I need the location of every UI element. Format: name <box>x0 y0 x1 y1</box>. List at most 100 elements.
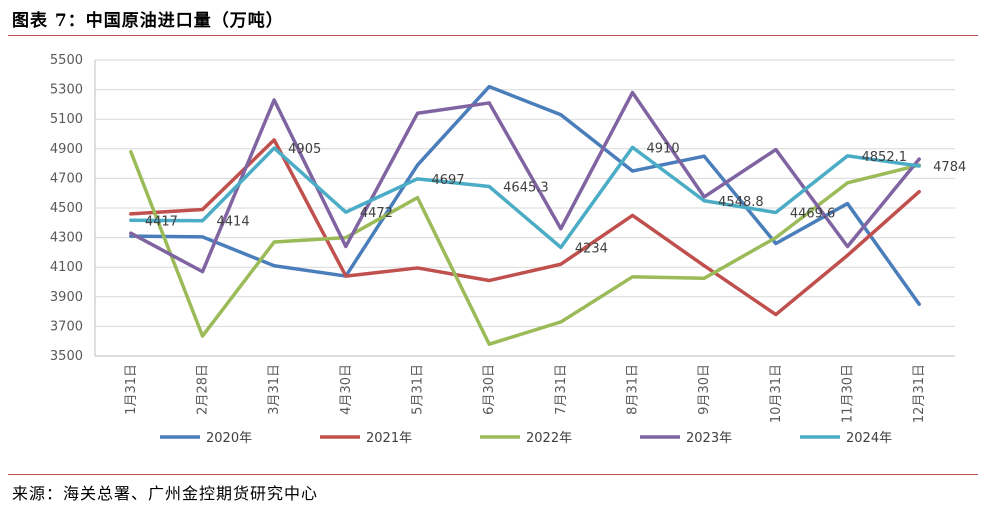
y-tick-label: 5100 <box>50 112 83 127</box>
data-point <box>416 177 419 181</box>
data-label: 4784 <box>933 160 966 175</box>
data-point <box>487 101 491 105</box>
series-line-2023年 <box>129 90 921 274</box>
data-label: 4905 <box>288 142 321 157</box>
x-tick-label: 6月30日 <box>482 364 497 415</box>
data-point <box>631 213 634 217</box>
data-point <box>917 164 921 168</box>
data-label: 4469.6 <box>790 206 836 221</box>
data-point <box>846 154 849 158</box>
series-lines <box>129 84 921 346</box>
data-point <box>272 146 276 150</box>
x-tick-label: 12月31日 <box>912 364 927 423</box>
data-point <box>774 210 778 214</box>
x-tick-label: 9月30日 <box>697 364 712 415</box>
data-point <box>631 91 634 95</box>
data-point <box>846 202 849 206</box>
legend-label: 2024年 <box>846 431 892 446</box>
data-point <box>702 154 706 158</box>
data-point <box>487 184 491 188</box>
y-tick-label: 3900 <box>50 290 83 305</box>
data-point <box>559 320 563 324</box>
y-tick-label: 3500 <box>50 349 83 364</box>
data-point <box>774 242 778 246</box>
data-point <box>774 148 778 152</box>
data-label: 4645.3 <box>503 180 548 195</box>
data-point <box>559 227 563 231</box>
data-point <box>129 212 133 216</box>
legend-label: 2023年 <box>686 431 732 446</box>
series-line-2021年 <box>129 138 921 317</box>
data-point <box>272 264 276 268</box>
data-point <box>702 264 706 268</box>
x-axis: 1月31日 2月28日 3月31日 4月30日 5月31日 6月30日 7月31日 8月31日… <box>95 355 955 423</box>
data-point <box>344 236 348 240</box>
data-point <box>917 190 921 194</box>
data-point <box>416 163 419 167</box>
x-tick-label: 5月31日 <box>411 364 426 415</box>
data-point <box>559 113 563 117</box>
line-chart: 3500 3700 3900 4100 4300 4500 4700 4900 5100 5300… <box>50 53 966 446</box>
y-tick-label: 4500 <box>50 201 83 216</box>
data-label: 4472 <box>360 206 393 221</box>
data-point <box>201 207 204 211</box>
x-tick-label: 10月31日 <box>769 364 784 423</box>
data-point <box>201 270 204 274</box>
data-point <box>416 111 419 115</box>
data-point <box>129 150 133 154</box>
y-tick-label: 4900 <box>50 142 83 157</box>
data-point <box>129 231 133 235</box>
x-tick-label: 7月31日 <box>554 364 569 415</box>
grid-lines <box>95 59 955 357</box>
data-point <box>774 236 778 240</box>
data-label: 4414 <box>217 215 250 230</box>
legend-label: 2020年 <box>206 431 252 446</box>
x-tick-label: 4月30日 <box>339 364 354 415</box>
source-divider <box>8 474 978 475</box>
data-point <box>846 181 849 185</box>
data-point <box>416 266 419 270</box>
y-tick-label: 3700 <box>50 319 83 334</box>
legend[interactable]: 2020年 2021年 2022年 2023年 2024年 <box>160 431 892 446</box>
data-point <box>702 195 706 199</box>
data-point <box>344 244 348 248</box>
data-point <box>846 253 849 257</box>
data-point <box>344 274 348 278</box>
data-point <box>416 196 419 200</box>
data-label: 4417 <box>145 214 178 229</box>
data-label: 4234 <box>575 241 608 256</box>
x-tick-label: 2月28日 <box>196 364 211 415</box>
data-point <box>631 275 634 279</box>
title-divider <box>8 35 978 36</box>
data-label: 4910 <box>647 141 680 156</box>
legend-label: 2022年 <box>526 431 572 446</box>
data-point <box>272 138 276 142</box>
chart-title: 图表 7：中国原油进口量（万吨） <box>12 11 284 31</box>
y-tick-label: 4100 <box>50 260 83 275</box>
data-point <box>272 98 276 102</box>
data-point <box>201 235 204 239</box>
y-tick-label: 4700 <box>50 171 83 186</box>
legend-label: 2021年 <box>366 431 412 446</box>
y-axis: 3500 3700 3900 4100 4300 4500 4700 4900 5100 5300… <box>50 53 96 364</box>
data-point <box>344 210 348 214</box>
series-line-2020年 <box>129 84 921 306</box>
y-tick-label: 5300 <box>50 83 83 98</box>
series-line-2024年 <box>129 145 921 250</box>
y-tick-label: 5500 <box>50 53 83 68</box>
data-label: 4697 <box>432 173 465 188</box>
data-label: 4548.8 <box>718 195 764 210</box>
x-tick-label: 11月30日 <box>841 364 856 423</box>
data-point <box>201 219 204 223</box>
x-tick-label: 1月31日 <box>124 364 139 415</box>
data-point <box>702 199 706 203</box>
data-point <box>631 145 634 149</box>
data-point <box>917 157 921 161</box>
data-label: 4852.1 <box>862 150 908 165</box>
data-labels: 4417 4414 4905 4472 4697 4645.3 4234 4910 4548.8… <box>145 141 966 256</box>
data-point <box>487 85 491 89</box>
data-point <box>129 218 133 222</box>
data-point <box>201 334 204 338</box>
y-tick-label: 4300 <box>50 231 83 246</box>
data-point <box>846 244 849 248</box>
